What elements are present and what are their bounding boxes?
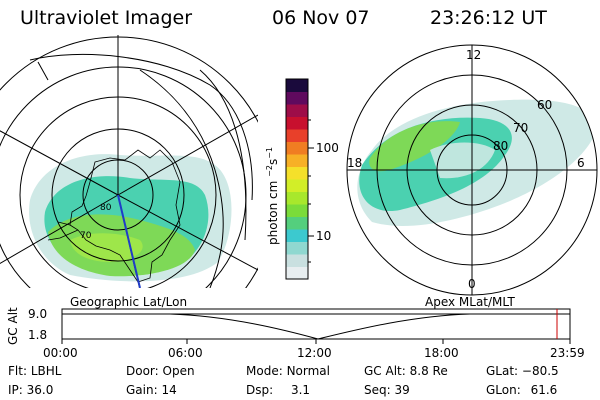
- left-lat-label-70: 70: [80, 231, 92, 241]
- antarctic-peninsula: [47, 221, 79, 241]
- mlat-label-80: 80: [493, 139, 509, 153]
- colorbar-cell: [286, 129, 308, 142]
- colorbar-cell: [286, 166, 308, 180]
- colorbar-label-10: 10: [316, 229, 332, 243]
- left-lat-label-80: 80: [100, 203, 112, 213]
- status-seq: Seq: 39: [364, 383, 410, 397]
- color-scale-bar: [285, 78, 314, 280]
- timeline-xtick-1200: 12:00: [297, 346, 332, 360]
- observation-date: 06 Nov 07: [272, 7, 370, 29]
- mlt-label-12: 12: [466, 48, 482, 62]
- status-gain: Gain: 14: [126, 383, 177, 397]
- colorbar-cell: [286, 91, 308, 105]
- timeline-ytick-high: 9.0: [28, 307, 48, 321]
- right-aurora-image: [357, 99, 597, 226]
- colorbar-cell: [286, 254, 308, 267]
- colorbar-cell: [286, 116, 308, 130]
- timeline-y-label: GC Alt: [6, 307, 20, 345]
- status-glon: GLon: 61.6: [486, 383, 558, 397]
- timeline-xtick-1800: 18:00: [424, 346, 459, 360]
- altitude-curve: [62, 313, 570, 340]
- status-door: Door: Open: [126, 364, 195, 378]
- status-ip: IP: 36.0: [8, 383, 54, 397]
- colorbar-cell: [286, 104, 308, 117]
- timeline-ytick-low: 1.8: [28, 328, 48, 342]
- colorbar-cell: [286, 154, 308, 167]
- colorbar-cell: [286, 204, 308, 217]
- mlt-label-0: 0: [468, 277, 476, 291]
- colorbar-cell: [286, 266, 308, 280]
- timeline-xtick-0600: 06:00: [168, 346, 203, 360]
- instrument-title: Ultraviolet Imager: [20, 7, 193, 29]
- colorbar-label-100: 100: [316, 141, 339, 155]
- status-mode: Mode: Normal: [246, 364, 330, 378]
- mlat-label-70: 70: [513, 121, 529, 135]
- timeline-xtick-0000: 00:00: [43, 346, 78, 360]
- status-gc-alt: GC Alt: 8.8 Re: [364, 364, 448, 378]
- projection-arcs: [29, 53, 253, 288]
- colorbar-unit-label: photon cm −2s−1: [265, 146, 280, 245]
- left-aurora-image: [29, 154, 232, 282]
- colorbar-cell: [286, 79, 308, 92]
- mlt-label-18: 18: [347, 156, 363, 170]
- mlt-label-6: 6: [577, 156, 585, 170]
- status-glat: GLat: −80.5: [486, 364, 559, 378]
- satellite-track-line: [117, 194, 141, 288]
- status-dsp: Dsp: 3.1: [246, 383, 311, 397]
- colorbar-cell: [286, 229, 308, 242]
- antarctica-coastline: [69, 149, 181, 283]
- altitude-timeline: [61, 308, 571, 344]
- geographic-map: 80 70: [0, 35, 258, 288]
- right-panel-caption: Apex MLat/MLT: [425, 295, 515, 309]
- status-filter: Flt: LBHL: [8, 364, 62, 378]
- left-panel-caption: Geographic Lat/Lon: [70, 295, 188, 309]
- timeline-xtick-2359: 23:59: [550, 346, 585, 360]
- magnetic-dial: [346, 44, 598, 296]
- colorbar-cell: [286, 241, 308, 255]
- colorbar-cell: [286, 216, 308, 230]
- mlat-label-60: 60: [537, 98, 553, 112]
- colorbar-cell: [286, 191, 308, 205]
- colorbar-cell: [286, 141, 308, 155]
- observation-time: 23:26:12 UT: [430, 7, 547, 29]
- colorbar-cell: [286, 179, 308, 192]
